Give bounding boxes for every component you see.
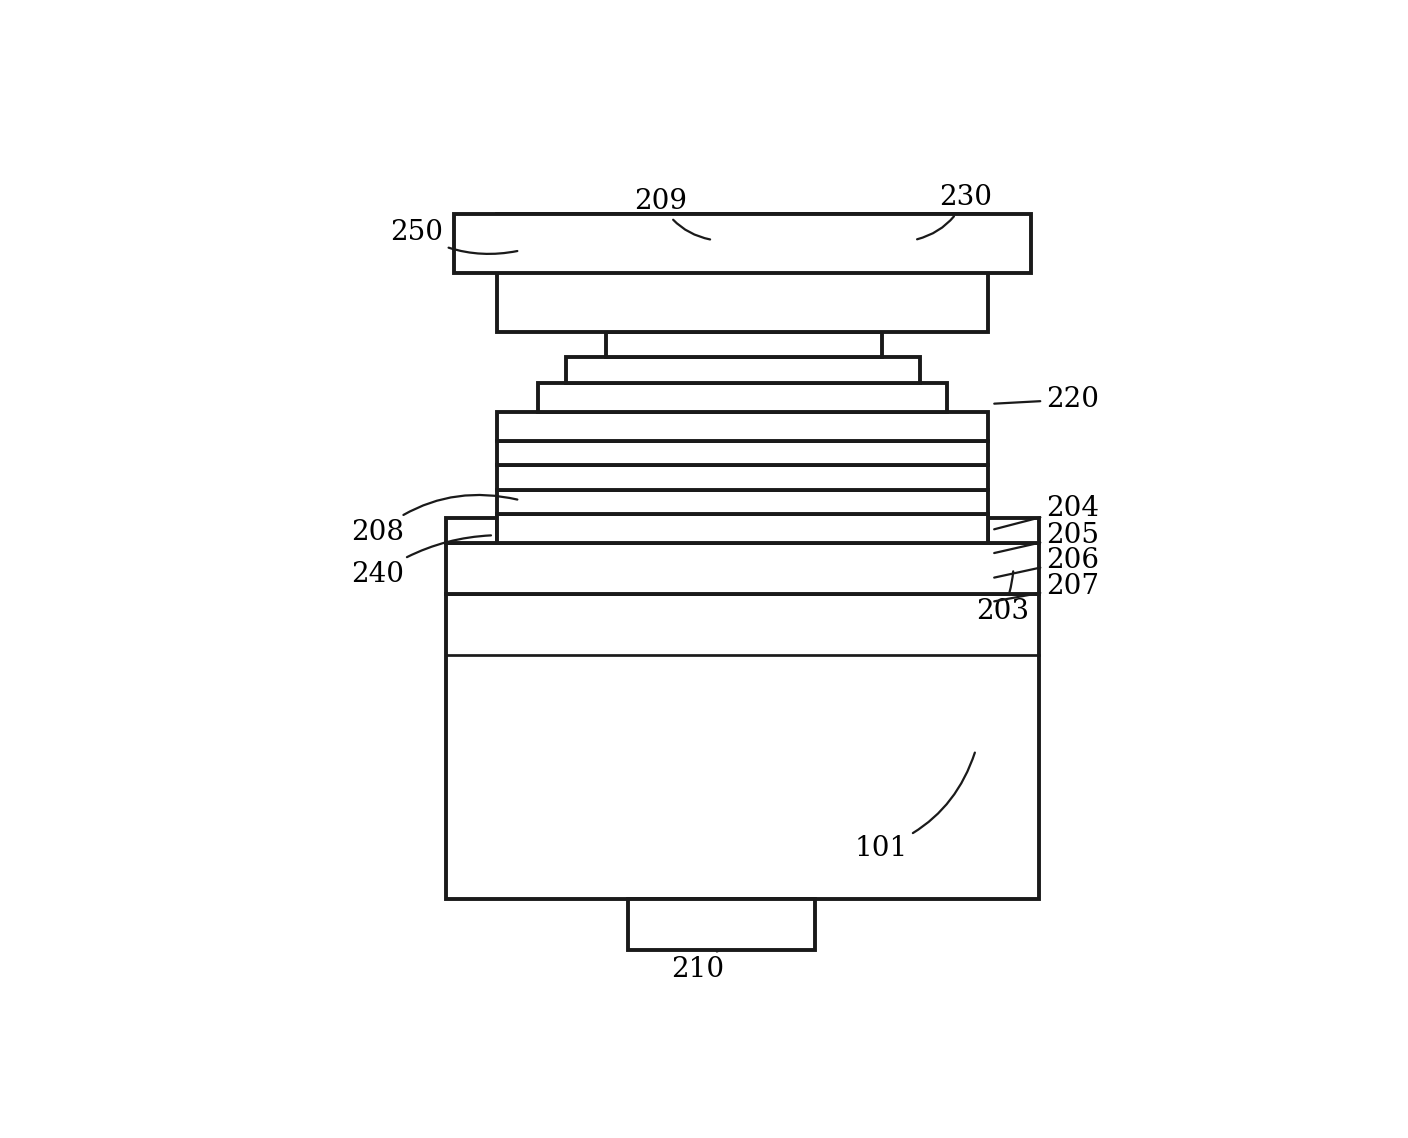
Text: 230: 230 [917,184,991,239]
Text: 203: 203 [976,571,1029,625]
Bar [538,382,946,412]
Bar [628,899,815,950]
Text: 240: 240 [352,535,491,588]
Bar [497,465,988,489]
Text: 101: 101 [855,752,974,861]
Text: 209: 209 [634,188,710,239]
Bar [497,489,988,514]
Bar [445,518,497,543]
Bar [445,594,1039,899]
Text: 250: 250 [390,220,517,254]
Text: 210: 210 [672,950,725,982]
Text: 206: 206 [994,547,1098,578]
Text: 204: 204 [994,495,1098,529]
Bar [497,514,988,543]
Bar [497,412,988,440]
Text: 220: 220 [994,386,1098,413]
Bar [566,356,919,382]
Bar [455,214,1031,273]
Text: 208: 208 [352,495,517,546]
Text: 207: 207 [994,574,1098,601]
Bar [445,543,1039,594]
Bar [988,518,1039,543]
Bar [497,440,988,465]
Text: 205: 205 [994,521,1098,553]
Bar [605,332,881,356]
Bar [497,214,988,332]
